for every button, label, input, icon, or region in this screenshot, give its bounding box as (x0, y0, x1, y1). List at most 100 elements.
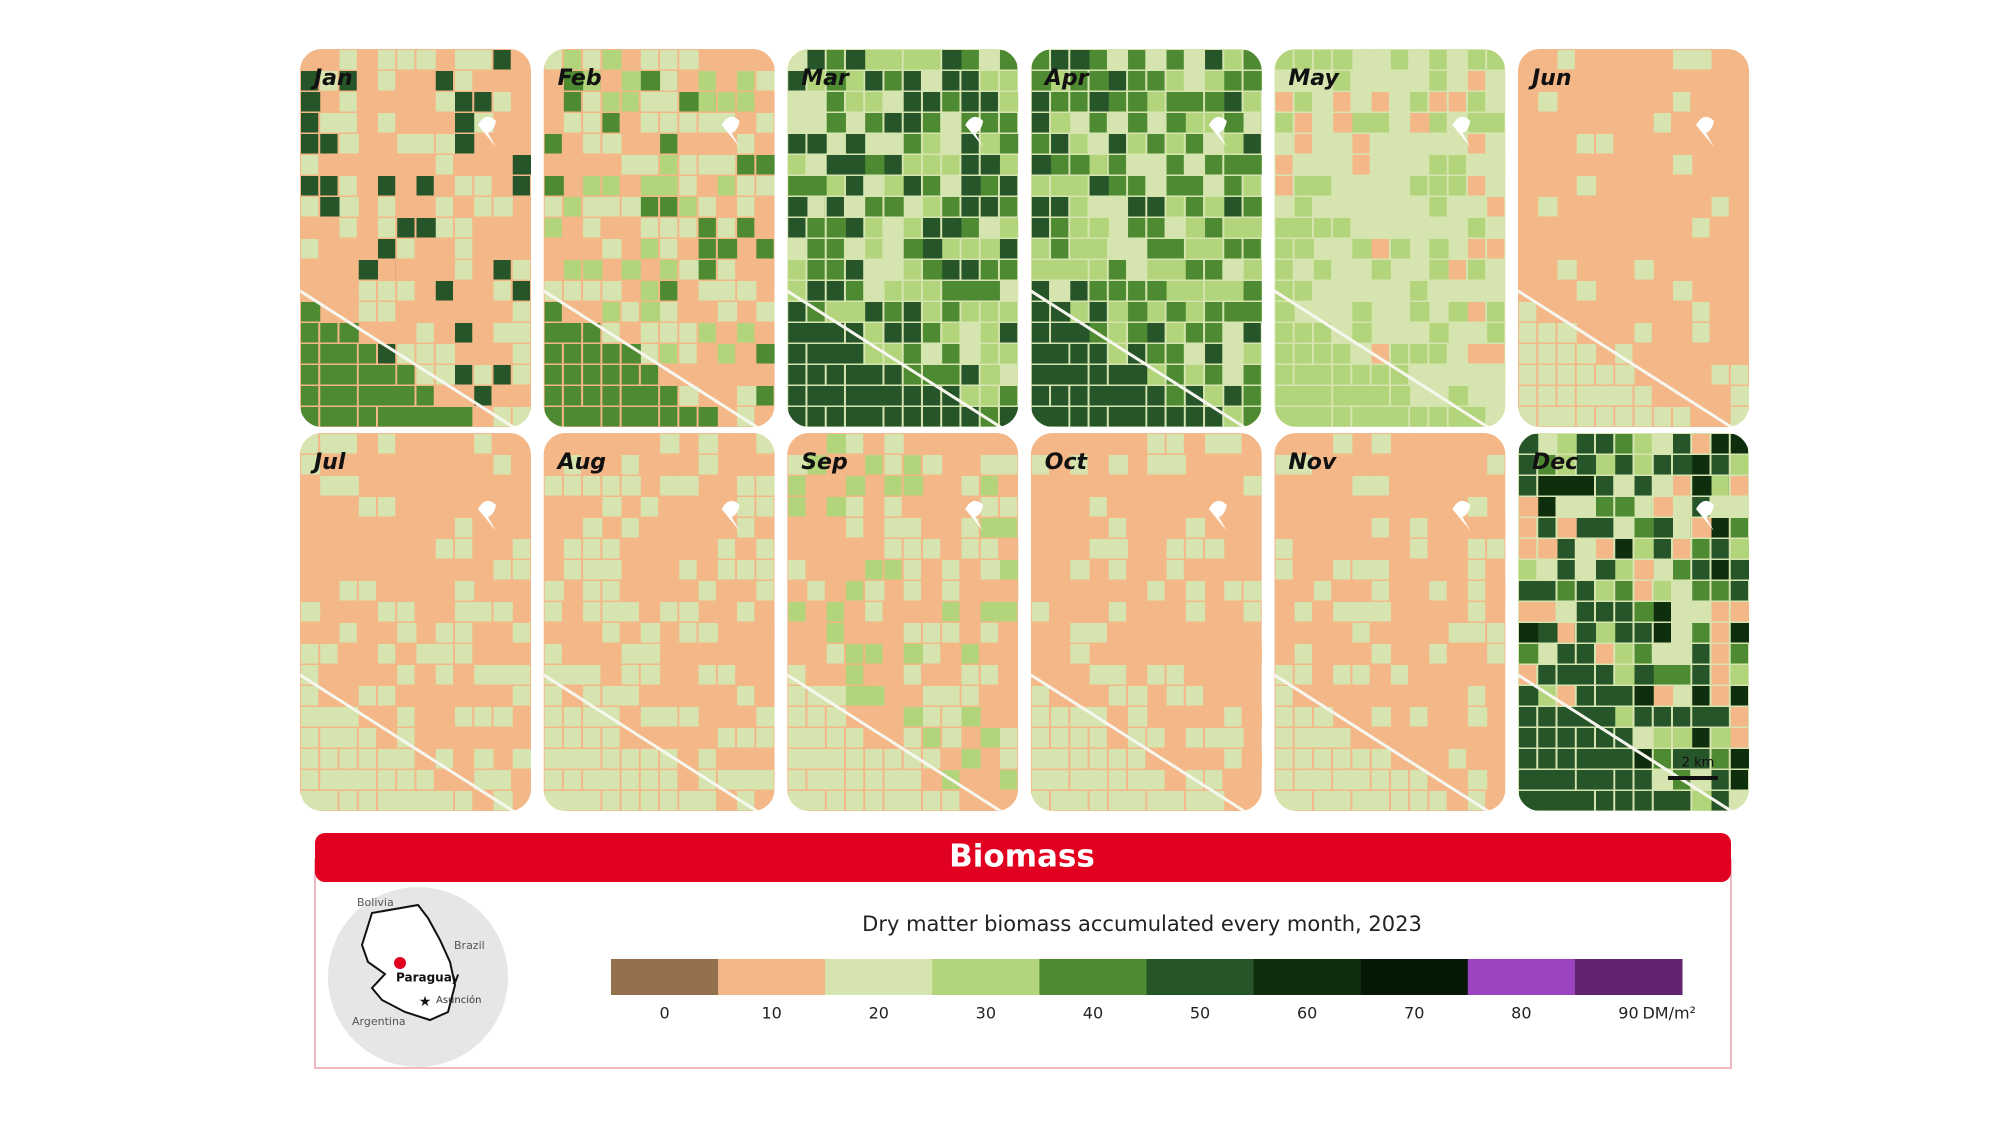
field (640, 260, 659, 280)
field (1448, 560, 1466, 580)
field (1730, 581, 1748, 601)
field (1390, 455, 1409, 475)
field (1448, 665, 1466, 685)
field (1205, 665, 1223, 685)
field (1147, 344, 1165, 364)
field (1185, 728, 1204, 748)
field (826, 323, 844, 343)
field (1634, 434, 1652, 454)
field (1692, 728, 1710, 748)
field (1205, 518, 1223, 538)
field (999, 176, 1018, 196)
field (1070, 539, 1088, 559)
field (512, 344, 530, 364)
field (679, 218, 697, 238)
field (788, 497, 806, 517)
field (845, 518, 864, 538)
road (543, 673, 775, 811)
field (358, 302, 376, 322)
field (1730, 686, 1748, 706)
field (1390, 791, 1409, 811)
field (1371, 239, 1389, 259)
field (378, 197, 396, 217)
field (602, 92, 620, 112)
field (1448, 50, 1466, 70)
field (1711, 686, 1729, 706)
field (1294, 665, 1312, 685)
field (884, 749, 902, 769)
field (865, 260, 883, 280)
field (455, 560, 473, 580)
field (1673, 644, 1691, 664)
field (1429, 644, 1447, 664)
field (1711, 386, 1729, 406)
field (865, 434, 883, 454)
field (845, 644, 864, 664)
field (961, 644, 979, 664)
field (1070, 581, 1088, 601)
field (544, 518, 562, 538)
field (865, 365, 883, 385)
field (1185, 686, 1204, 706)
field (980, 770, 998, 790)
field (1352, 665, 1370, 685)
field (339, 791, 357, 811)
field (1313, 239, 1332, 259)
field (1615, 281, 1633, 301)
field (621, 365, 639, 385)
legend-tick: 0 (659, 1004, 669, 1023)
field (1224, 239, 1242, 259)
field (903, 791, 921, 811)
field (1070, 134, 1088, 154)
field (544, 386, 562, 406)
field (1429, 665, 1447, 685)
field (1147, 302, 1165, 322)
field (493, 560, 511, 580)
field (1352, 770, 1370, 790)
map-panel (787, 49, 1019, 427)
field (339, 71, 357, 91)
field (358, 407, 376, 427)
field (980, 497, 998, 517)
field (1294, 602, 1312, 622)
field (903, 728, 921, 748)
panel-label: Apr (1043, 66, 1090, 91)
field (378, 239, 396, 259)
field (1371, 386, 1389, 406)
field (1487, 302, 1505, 322)
field (640, 560, 659, 580)
field (1634, 239, 1652, 259)
field (717, 344, 736, 364)
field (397, 176, 415, 196)
field (1294, 260, 1312, 280)
field (1615, 770, 1633, 790)
legend-tick: 70 (1404, 1004, 1424, 1023)
field (1596, 323, 1614, 343)
field (1070, 686, 1088, 706)
field (455, 791, 473, 811)
field (1128, 260, 1146, 280)
field (1467, 260, 1486, 280)
field (980, 113, 998, 133)
field (1089, 623, 1107, 643)
field (474, 197, 492, 217)
field (358, 50, 376, 70)
field (339, 344, 357, 364)
field (1557, 686, 1575, 706)
field (1108, 623, 1127, 643)
field (512, 434, 530, 454)
field (1108, 560, 1127, 580)
field (1557, 539, 1575, 559)
field (1313, 281, 1332, 301)
field (807, 560, 825, 580)
field (1390, 71, 1409, 91)
field (865, 749, 883, 769)
field (1711, 749, 1729, 769)
field (1128, 728, 1146, 748)
field (339, 218, 357, 238)
field (679, 197, 697, 217)
field (435, 707, 453, 727)
field (378, 71, 396, 91)
field (922, 539, 941, 559)
field (1410, 344, 1428, 364)
